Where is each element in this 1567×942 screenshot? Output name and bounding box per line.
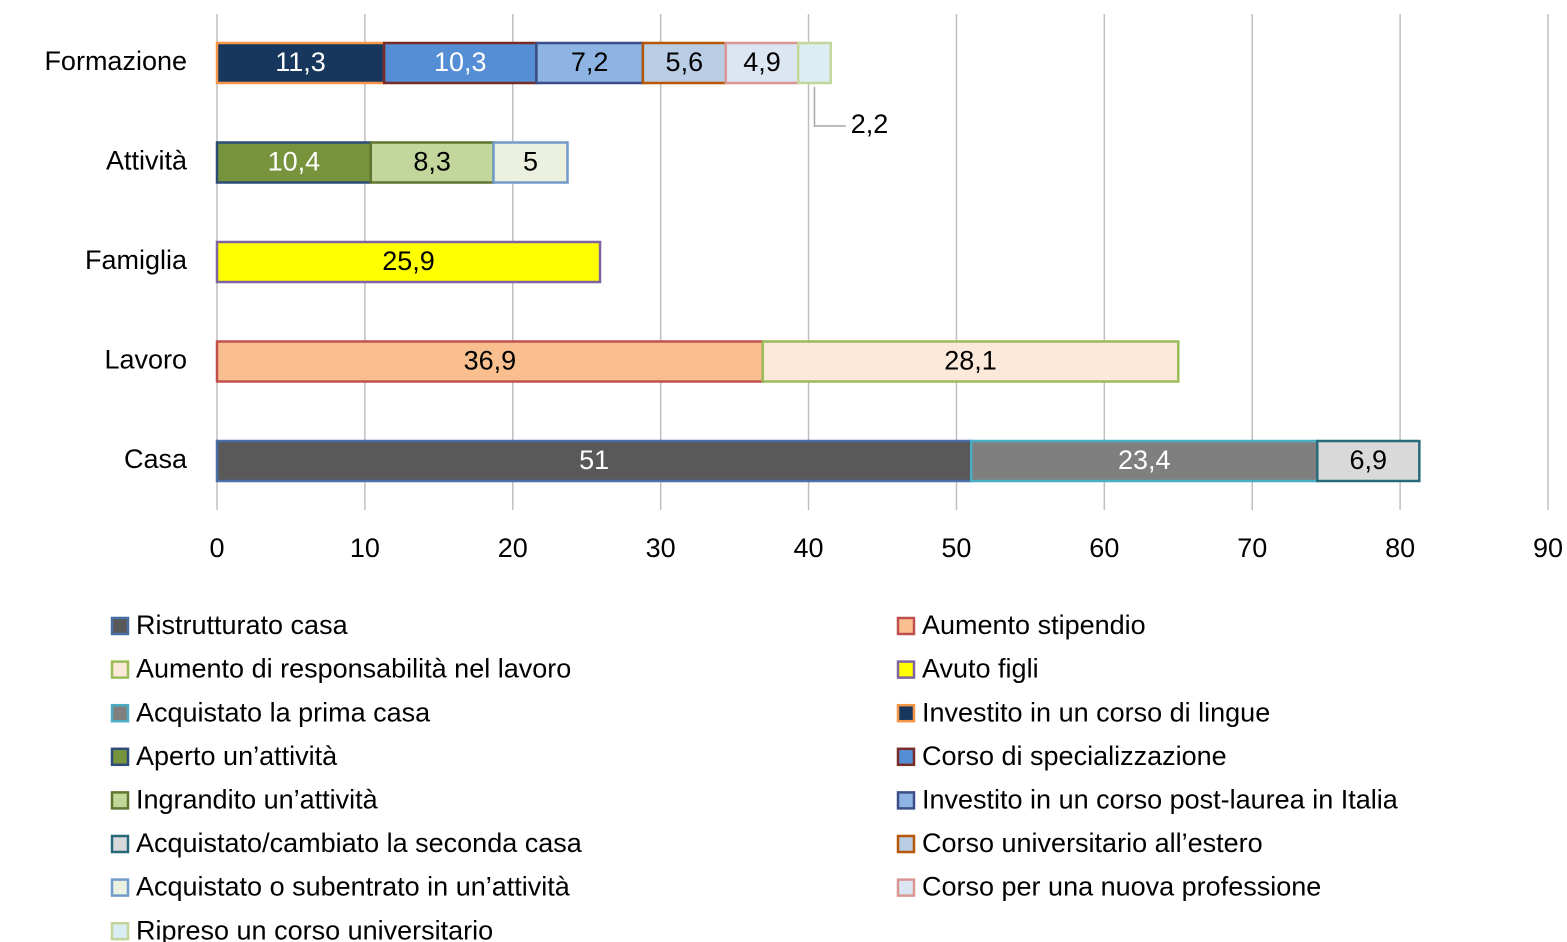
legend-swatch — [110, 747, 130, 767]
legend-swatch — [110, 921, 130, 941]
x-tick-label: 60 — [1089, 533, 1119, 563]
category-label: Casa — [124, 444, 188, 474]
value-label: 6,9 — [1350, 445, 1388, 475]
legend-label: Investito in un corso post-laurea in Ita… — [922, 785, 1399, 815]
value-label: 51 — [579, 445, 609, 475]
legend-swatch — [110, 703, 130, 723]
x-tick-label: 80 — [1385, 533, 1415, 563]
category-label: Formazione — [44, 46, 187, 76]
legend-label: Acquistato o subentrato in un’attività — [136, 872, 571, 902]
legend-label: Corso per una nuova professione — [922, 872, 1321, 902]
legend-label: Aperto un’attività — [136, 741, 338, 771]
value-label: 11,3 — [275, 47, 326, 77]
category-label: Lavoro — [104, 345, 187, 375]
value-label: 4,9 — [743, 47, 781, 77]
legend-swatch — [896, 616, 916, 636]
bar-segment — [215, 340, 764, 383]
value-label: 28,1 — [944, 346, 997, 376]
leader-line — [813, 87, 846, 127]
x-tick-label: 30 — [646, 533, 676, 563]
x-tick-label: 0 — [209, 533, 224, 563]
legend-swatch — [896, 791, 916, 810]
value-label: 36,9 — [464, 346, 517, 376]
bar-segment — [215, 240, 602, 284]
legend-swatch — [896, 878, 916, 897]
legend-label: Acquistato/cambiato la seconda casa — [136, 828, 583, 858]
legend-label: Investito in un corso di lingue — [922, 697, 1270, 727]
bar-segment — [382, 41, 538, 85]
x-tick-label: 40 — [794, 533, 824, 563]
legend-label: Aumento di responsabilità nel lavoro — [136, 654, 571, 684]
x-tick-label: 10 — [350, 533, 380, 563]
bar-segment — [369, 141, 495, 184]
bar-segment — [492, 141, 569, 184]
value-label: 8,3 — [413, 147, 451, 177]
legend-swatch — [896, 703, 916, 723]
legend-swatch — [110, 660, 130, 679]
legend-label: Avuto figli — [922, 654, 1039, 684]
legend-swatch — [110, 616, 130, 636]
legend-label: Ristrutturato casa — [136, 610, 349, 640]
value-label: 7,2 — [571, 47, 609, 77]
x-tick-label: 90 — [1533, 533, 1563, 563]
legend-label: Corso universitario all’estero — [922, 828, 1263, 858]
legend-swatch — [896, 660, 916, 679]
value-label: 5 — [523, 147, 538, 177]
value-label: 5,6 — [666, 47, 704, 77]
x-tick-label: 50 — [941, 533, 971, 563]
legend-label: Ingrandito un’attività — [136, 785, 379, 815]
legend-swatch — [896, 834, 916, 854]
legend-swatch — [110, 834, 130, 854]
value-label: 10,3 — [434, 47, 487, 77]
legend-label: Corso di specializzazione — [922, 741, 1227, 771]
bar-segment — [641, 41, 727, 85]
bar-segment — [761, 340, 1180, 383]
x-tick-label: 20 — [498, 533, 528, 563]
legend-swatch — [896, 747, 916, 767]
value-label: 23,4 — [1118, 445, 1171, 475]
legend-swatch — [110, 791, 130, 810]
bar-segment — [215, 141, 373, 184]
value-label: 25,9 — [382, 246, 435, 276]
x-tick-label: 70 — [1237, 533, 1267, 563]
value-label: 2,2 — [851, 109, 889, 139]
legend-swatch — [110, 878, 130, 897]
category-label: Famiglia — [85, 245, 188, 275]
bar-segment — [724, 41, 800, 85]
bar-segment — [535, 41, 645, 85]
legend-label: Aumento stipendio — [922, 610, 1146, 640]
legend-label: Ripreso un corso universitario — [136, 915, 493, 942]
legend-label: Acquistato la prima casa — [136, 697, 431, 727]
bar-segment — [1316, 439, 1421, 483]
value-label: 10,4 — [268, 147, 321, 177]
category-label: Attività — [106, 146, 188, 176]
bar-segment — [796, 41, 832, 85]
